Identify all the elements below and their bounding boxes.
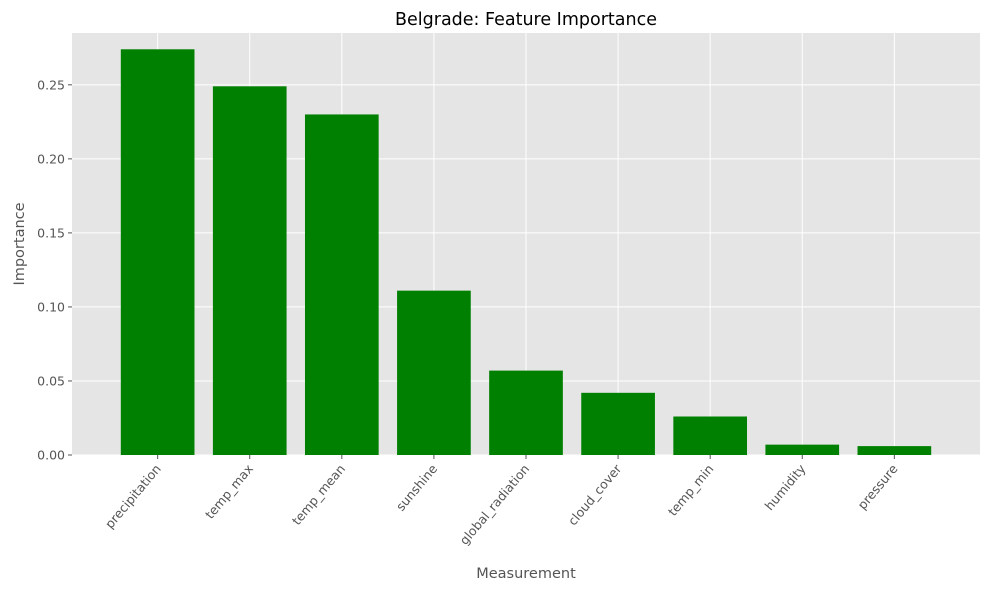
x-tick-label: global_radiation <box>456 461 532 547</box>
bars <box>120 49 932 455</box>
bar-precipitation <box>120 49 195 455</box>
y-axis-label: Importance <box>12 202 28 285</box>
y-tick-label: 0.25 <box>37 77 65 92</box>
y-tick-label: 0.20 <box>37 151 65 166</box>
bar-temp-min <box>673 416 748 455</box>
y-tick-label: 0.15 <box>37 225 65 240</box>
bar-global-radiation <box>489 370 563 455</box>
x-tick-label: temp_min <box>665 461 717 519</box>
x-axis-label: Measurement <box>476 566 576 582</box>
chart-title: Belgrade: Feature Importance <box>395 10 657 30</box>
bar-pressure <box>857 446 932 455</box>
x-tick-label: temp_max <box>202 461 256 521</box>
x-tick-label: temp_mean <box>289 461 348 528</box>
x-tick-label: pressure <box>854 461 900 512</box>
bar-temp-mean <box>304 114 379 455</box>
bar-cloud-cover <box>581 392 655 455</box>
y-axis-ticks: 0.00 0.05 0.10 0.15 0.20 0.25 <box>37 77 72 463</box>
bar-temp-max <box>212 86 287 455</box>
y-tick-label: 0.10 <box>37 299 65 314</box>
x-tick-label: humidity <box>762 461 809 513</box>
y-tick-label: 0.05 <box>37 373 65 388</box>
bar-sunshine <box>397 290 471 455</box>
bar-humidity <box>765 444 840 455</box>
x-tick-label: precipitation <box>102 461 164 531</box>
x-tick-label: sunshine <box>393 461 441 514</box>
y-tick-label: 0.00 <box>37 448 65 463</box>
x-tick-label: cloud_cover <box>565 461 625 529</box>
x-axis-ticks: precipitation temp_max temp_mean sunshine gl… <box>102 455 901 548</box>
